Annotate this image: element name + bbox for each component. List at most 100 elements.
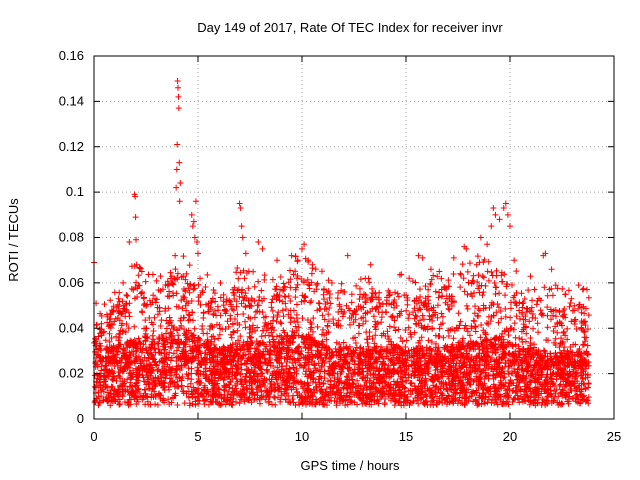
roti-point (195, 400, 202, 407)
roti-point (384, 346, 391, 353)
roti-point (223, 307, 230, 314)
roti-point (579, 341, 586, 348)
roti-point (493, 309, 500, 316)
roti-point (523, 308, 530, 315)
roti-point (197, 361, 204, 368)
roti-point (215, 368, 222, 375)
roti-point (404, 297, 411, 304)
roti-point (379, 384, 386, 391)
roti-point (455, 325, 462, 332)
roti-point (154, 401, 161, 408)
roti-point (337, 370, 344, 377)
roti-point (376, 299, 383, 306)
roti-point (514, 376, 521, 383)
roti-point (376, 379, 383, 386)
roti-point (457, 270, 464, 277)
roti-point (485, 386, 492, 393)
roti-point (457, 357, 464, 364)
roti-point (211, 341, 218, 348)
roti-point (322, 301, 329, 308)
roti-point (182, 331, 189, 338)
roti-point (559, 340, 566, 347)
roti-point (263, 359, 270, 366)
roti-point (269, 276, 276, 283)
roti-point (201, 397, 208, 404)
roti-point (318, 268, 325, 275)
roti-point (385, 381, 392, 388)
roti-point (558, 400, 565, 407)
roti-point (250, 268, 257, 275)
roti-point (445, 327, 452, 334)
roti-point (485, 321, 492, 328)
roti-point (372, 323, 379, 330)
roti-point (158, 332, 165, 339)
roti-point (237, 361, 244, 368)
roti-point (526, 318, 533, 325)
roti-point (152, 382, 159, 389)
roti-point (189, 309, 196, 316)
roti-point (350, 347, 357, 354)
roti-point (302, 371, 309, 378)
roti-point (356, 322, 363, 329)
roti-point (251, 396, 258, 403)
roti-point (445, 277, 452, 284)
roti-point (95, 345, 102, 352)
roti-point (280, 345, 287, 352)
roti-point (485, 277, 492, 284)
roti-point (176, 341, 183, 348)
roti-point (289, 359, 296, 366)
roti-point (391, 304, 398, 311)
roti-point (363, 329, 370, 336)
roti-point (151, 345, 158, 352)
roti-point (362, 292, 369, 299)
roti-point (479, 347, 486, 354)
roti-point (397, 345, 404, 352)
roti-point (256, 364, 263, 371)
roti-point (480, 386, 487, 393)
roti-point (142, 393, 149, 400)
roti-point (160, 374, 167, 381)
roti-point (527, 334, 534, 341)
roti-point (401, 362, 408, 369)
roti-point (531, 344, 538, 351)
roti-point (582, 305, 589, 312)
roti-point (518, 357, 525, 364)
roti-point (400, 398, 407, 405)
roti-point (163, 336, 170, 343)
roti-point (432, 288, 439, 295)
roti-point (156, 336, 163, 343)
roti-point (360, 395, 367, 402)
roti-point (348, 291, 355, 298)
roti-point (456, 322, 463, 329)
roti-point (290, 355, 297, 362)
roti-point (139, 309, 146, 316)
roti-point (209, 392, 216, 399)
roti-point (211, 363, 218, 370)
roti-point (359, 368, 366, 375)
roti-point (394, 313, 401, 320)
roti-point (103, 346, 110, 353)
roti-point (126, 313, 133, 320)
roti-point (270, 336, 277, 343)
roti-point (140, 295, 147, 302)
roti-point (449, 344, 456, 351)
roti-point (161, 363, 168, 370)
roti-point (510, 326, 517, 333)
roti-point (578, 372, 585, 379)
roti-point (149, 385, 156, 392)
roti-point (257, 340, 264, 347)
roti-point (464, 305, 471, 312)
roti-point (308, 358, 315, 365)
roti-point (282, 396, 289, 403)
roti-point (362, 299, 369, 306)
roti-point (473, 341, 480, 348)
roti-point (484, 387, 491, 394)
roti-point (93, 321, 100, 328)
roti-point (97, 310, 104, 317)
roti-point (183, 307, 190, 314)
roti-point (470, 317, 477, 324)
roti-point (343, 344, 350, 351)
roti-point (116, 334, 123, 341)
roti-point (285, 292, 292, 299)
roti-point (167, 269, 174, 276)
